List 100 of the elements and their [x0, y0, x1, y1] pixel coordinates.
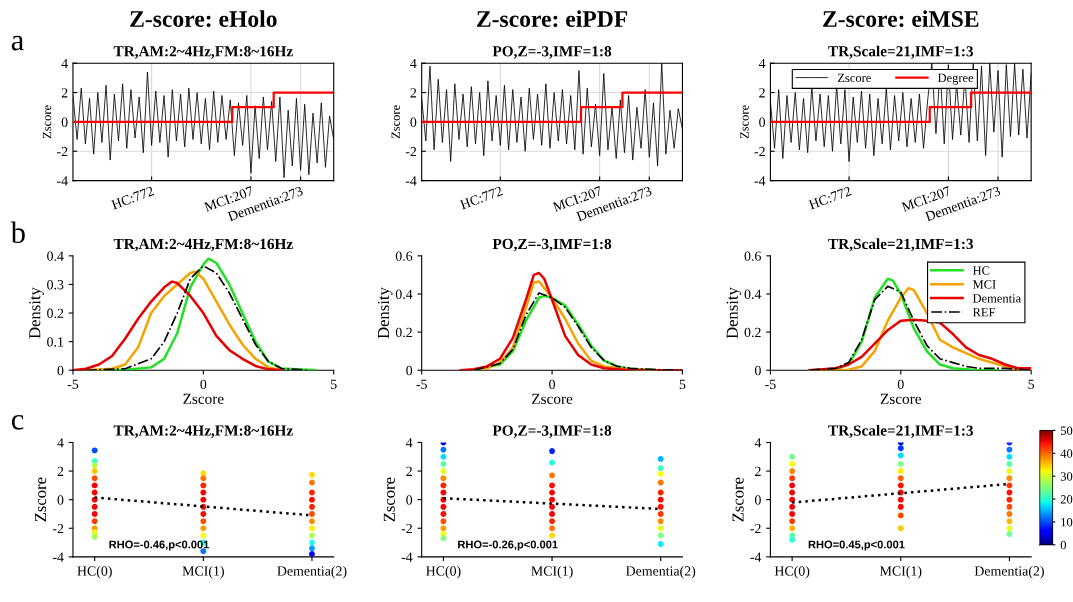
x-tick-label: 0 — [200, 379, 207, 390]
color-bar-label: 30 — [1060, 472, 1073, 481]
x-tick-label: HC:772 — [459, 186, 503, 210]
x-tick-label: 5 — [679, 379, 686, 390]
x-tick-label: 5 — [331, 379, 337, 390]
y-tick-label: 4 — [410, 58, 417, 69]
y-tick-label: 0 — [406, 365, 413, 376]
y-tick-label: 0.6 — [395, 251, 413, 261]
y-tick-label: -4 — [57, 176, 68, 186]
annotation: RHO=-0.26,p<0.001 — [458, 540, 558, 551]
annotation: RHO=-0.46,p<0.001 — [109, 540, 210, 551]
chart-title: Z-score: eiPDF — [477, 10, 628, 28]
y-tick-label: 4 — [754, 438, 762, 448]
y-tick-label: -4 — [52, 552, 64, 562]
y-axis-title: Zscore — [383, 477, 395, 522]
x-tick-label: 0 — [549, 379, 555, 390]
y-tick-label: 0 — [57, 365, 64, 376]
chart-subtitle: TR,AM:2~4Hz,FM:8~16Hz — [113, 46, 293, 59]
y-axis-title: Density — [29, 287, 44, 339]
y-axis-title: Zscore — [35, 477, 47, 522]
y-tick-label: 0 — [406, 495, 413, 505]
y-tick-label: 0.4 — [744, 289, 762, 299]
legend-label: Degree — [937, 73, 974, 85]
y-tick-label: 0.4 — [395, 289, 413, 299]
y-tick-label: -2 — [405, 146, 417, 157]
y-tick-label: 2 — [759, 88, 765, 98]
chart-subtitle: PO,Z=-3,IMF=1:8 — [492, 46, 612, 59]
chart-title: TR,Scale=21,IMF=1:3 — [828, 238, 974, 252]
x-axis-title: Zscore — [880, 393, 922, 404]
annotation: RHO=0.45,p<0.001 — [808, 540, 905, 551]
x-tick-label: MCI(1) — [182, 565, 224, 579]
y-axis-title: Density — [726, 287, 742, 339]
y-tick-label: -2 — [754, 146, 765, 157]
x-tick-label: Dementia(2) — [277, 565, 347, 579]
legend-label: HC — [972, 266, 990, 275]
chart-title: Z-score: eHolo — [130, 10, 277, 28]
x-tick-label: HC:772 — [808, 186, 852, 210]
y-tick-label: 0 — [410, 117, 417, 127]
y-tick-label: -4 — [401, 552, 413, 562]
y-tick-label: 0.6 — [744, 251, 761, 261]
chart-title: TR,AM:2~4Hz,FM:8~16Hz — [113, 425, 293, 438]
x-tick-label: -5 — [67, 379, 79, 390]
x-tick-label: 0 — [897, 379, 904, 390]
chart-title: PO,Z=-3,IMF=1:8 — [492, 425, 612, 438]
color-bar-label: 50 — [1060, 426, 1073, 435]
y-tick-label: 0.4 — [47, 251, 64, 261]
chart-subtitle: TR,Scale=21,IMF=1:3 — [828, 45, 974, 59]
text: b — [10, 221, 25, 244]
y-tick-label: 0 — [57, 495, 64, 505]
x-tick-label: -5 — [765, 379, 776, 390]
legend-label: Dementia — [972, 294, 1021, 303]
y-tick-label: 0.1 — [47, 337, 64, 347]
y-tick-label: 0 — [754, 495, 761, 505]
color-bar-label: 10 — [1061, 517, 1073, 527]
y-tick-label: 4 — [61, 58, 68, 69]
y-tick-label: -2 — [57, 146, 68, 157]
x-tick-label: Dementia(2) — [626, 565, 696, 579]
y-tick-label: 4 — [405, 438, 413, 448]
y-tick-label: -2 — [750, 523, 761, 534]
chart-title: Z-score: eiMSE — [823, 10, 979, 28]
y-tick-label: 4 — [57, 438, 64, 448]
chart-title: TR,AM:2~4Hz,FM:8~16Hz — [113, 238, 293, 252]
legend-label: Zscore — [837, 73, 871, 83]
y-axis-title: Zscore — [391, 105, 400, 139]
y-tick-label: -2 — [401, 523, 412, 534]
color-bar-label: 0 — [1060, 540, 1067, 550]
y-tick-label: 2 — [406, 466, 412, 476]
line-series — [459, 271, 683, 371]
y-tick-label: 0.2 — [744, 327, 761, 338]
x-axis-title: Zscore — [183, 393, 224, 404]
x-axis-title: Zscore — [532, 393, 573, 404]
x-tick-label: MCI(1) — [531, 565, 573, 579]
y-tick-label: 0 — [61, 117, 68, 127]
y-tick-label: -4 — [405, 176, 417, 186]
x-tick-label: -5 — [416, 379, 427, 390]
text: c — [11, 414, 24, 430]
legend-label: REF — [972, 308, 996, 317]
y-axis-title: Zscore — [740, 105, 749, 139]
y-axis-title: Zscore — [732, 477, 744, 522]
x-tick-label: HC(0) — [426, 565, 461, 579]
chart-title: PO,Z=-3,IMF=1:8 — [492, 238, 612, 252]
y-axis-title: Density — [377, 287, 393, 339]
y-tick-label: 2 — [410, 88, 417, 98]
y-tick-label: 0.2 — [395, 327, 412, 338]
y-tick-label: 4 — [758, 58, 766, 69]
chart-title: TR,Scale=21,IMF=1:3 — [828, 424, 974, 438]
y-tick-label: 0.2 — [47, 308, 64, 319]
x-tick-label: Dementia(2) — [974, 565, 1044, 579]
y-tick-label: 0.3 — [47, 280, 64, 290]
y-tick-label: 0 — [759, 117, 766, 127]
color-bar-label: 40 — [1060, 449, 1073, 458]
x-tick-label: 5 — [1028, 379, 1035, 390]
x-tick-label: HC(0) — [774, 565, 810, 579]
x-tick-label: MCI(1) — [879, 565, 922, 579]
y-tick-label: -4 — [754, 176, 766, 186]
y-tick-label: 2 — [755, 466, 761, 476]
legend-label: MCI — [972, 280, 996, 289]
x-tick-label: HC:772 — [110, 186, 155, 210]
x-tick-label: HC(0) — [77, 565, 112, 579]
color-bar-label: 20 — [1060, 495, 1073, 504]
